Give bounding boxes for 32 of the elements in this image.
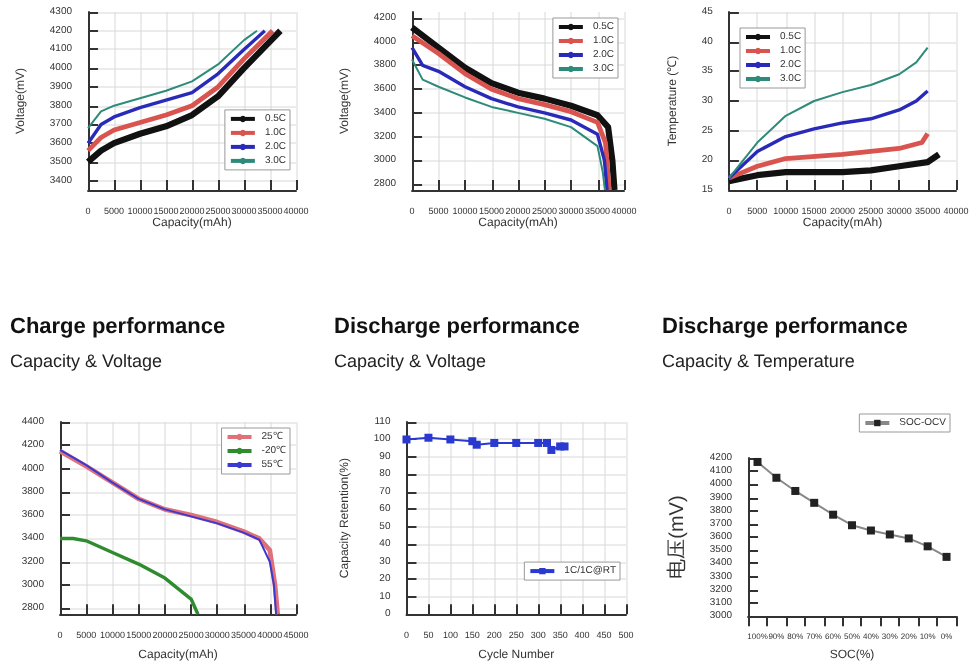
- point: [772, 473, 781, 482]
- point: [424, 433, 433, 442]
- point: [829, 510, 838, 519]
- point: [534, 438, 543, 447]
- point: [446, 435, 455, 444]
- point: [542, 438, 551, 447]
- point: [904, 534, 913, 543]
- point: [512, 438, 521, 447]
- line-series: [87, 29, 259, 130]
- line-series: [727, 89, 930, 180]
- point: [547, 445, 556, 454]
- line-series: [725, 151, 943, 185]
- point: [866, 526, 875, 535]
- y-axis-title: 电压(mV): [665, 495, 689, 579]
- text: Capacity & Voltage: [10, 351, 163, 371]
- point: [848, 521, 857, 530]
- line-series: [58, 536, 200, 616]
- text: Charge performance: [10, 315, 226, 339]
- point: [753, 457, 762, 466]
- point: [885, 530, 894, 539]
- text: Discharge performance: [334, 315, 580, 339]
- text: Discharge performance: [662, 315, 908, 339]
- point: [402, 435, 411, 444]
- point: [791, 486, 800, 495]
- text: Capacity & Voltage: [334, 351, 487, 371]
- line-series: [727, 46, 929, 180]
- point: [923, 542, 932, 551]
- line-series: [726, 131, 931, 181]
- point: [942, 552, 951, 561]
- text: Capacity & Temperature: [662, 351, 855, 371]
- point: [810, 498, 819, 507]
- point: [490, 438, 499, 447]
